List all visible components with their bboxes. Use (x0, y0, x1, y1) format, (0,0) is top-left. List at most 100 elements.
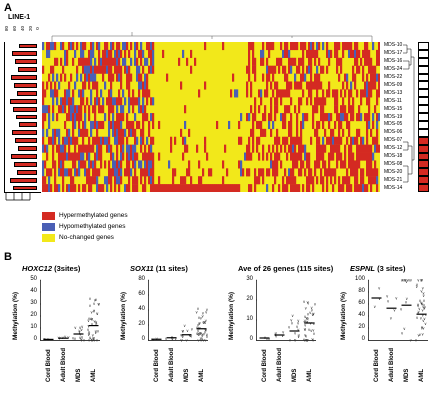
heatmap-cell (118, 176, 121, 185)
data-point: ∨ (80, 327, 83, 332)
heatmap-cell (128, 128, 131, 137)
heatmap-cell (338, 120, 341, 130)
heatmap-cell (282, 176, 285, 185)
heatmap-cell (286, 49, 289, 58)
heatmap-cell (364, 144, 367, 153)
heatmap-cell (118, 89, 121, 98)
heatmap-cell (372, 73, 375, 82)
heatmap-cell (122, 113, 125, 122)
heatmap-cell (180, 128, 183, 137)
heatmap-cell (128, 168, 131, 177)
heatmap-cell (228, 184, 231, 192)
heatmap-cell (46, 168, 49, 177)
heatmap-cell (246, 152, 249, 161)
data-point: ∨ (305, 315, 308, 320)
heatmap-cell (140, 81, 143, 90)
heatmap-cell (150, 176, 153, 185)
data-point: ∨ (422, 293, 425, 298)
heatmap-cell (140, 168, 143, 177)
heatmap-cell (140, 73, 143, 82)
heatmap-cell (306, 49, 309, 58)
heatmap-cell (66, 184, 69, 192)
data-point: ∨ (185, 338, 188, 343)
heatmap-cell (378, 113, 380, 122)
x-group-label: Adult Blood (388, 348, 395, 382)
heatmap-cell (360, 168, 363, 177)
data-point: ∨ (90, 317, 93, 322)
data-point: ∨ (378, 285, 381, 290)
heatmap-cell (78, 120, 81, 130)
heatmap-cell (368, 152, 371, 161)
heatmap-cell (340, 105, 343, 114)
data-point: ∨ (404, 278, 407, 283)
x-group-label: MDS (75, 368, 82, 382)
heatmap-cell (302, 89, 305, 98)
line1-bar (11, 75, 37, 80)
cimp-status-cell (418, 105, 429, 114)
heatmap-cell (98, 49, 101, 58)
heatmap-cell (342, 128, 345, 137)
heatmap-cell (364, 42, 367, 51)
heatmap-cell (94, 81, 97, 90)
heatmap-cell (82, 136, 85, 145)
heatmap-cell (126, 160, 129, 169)
data-point: ∨ (306, 312, 309, 317)
heatmap-cell (312, 81, 315, 90)
x-group-label: AML (198, 369, 205, 382)
heatmap-cell (70, 42, 73, 51)
heatmap-cell (44, 144, 47, 153)
heatmap-cell (354, 81, 357, 90)
heatmap-cell (136, 57, 139, 66)
heatmap-cell (336, 160, 339, 169)
heatmap-cell (58, 81, 61, 90)
heatmap-cell (100, 120, 103, 130)
data-point: ∨ (198, 325, 201, 330)
heatmap-cell (134, 136, 137, 145)
heatmap-cell (74, 160, 77, 169)
y-tick-label: 80 (138, 276, 145, 282)
heatmap-cell (276, 128, 279, 137)
heatmap-cell (342, 184, 345, 192)
heatmap-cell (300, 152, 303, 161)
heatmap-cell (286, 42, 289, 51)
y-tick-label: 40 (358, 312, 365, 318)
heatmap-cell (250, 89, 253, 98)
heatmap-cell (62, 97, 65, 106)
line1-tick: 40 (20, 25, 26, 32)
heatmap-cell (306, 113, 309, 122)
heatmap-cell (178, 184, 181, 192)
heatmap-cell (68, 152, 71, 161)
data-point: ∨ (79, 335, 82, 340)
heatmap-cell (296, 160, 299, 169)
heatmap-cell (42, 136, 45, 145)
heatmap-cell (112, 73, 115, 82)
data-point: ∨ (180, 332, 183, 337)
heatmap-cell (310, 176, 313, 185)
data-point: ∨ (306, 338, 309, 343)
heatmap-cell (54, 184, 57, 192)
heatmap-cell (334, 97, 337, 106)
heatmap-cell (298, 184, 301, 192)
heatmap-cell (348, 105, 351, 114)
heatmap-cell (316, 65, 319, 74)
heatmap-cell (372, 176, 375, 185)
heatmap-cell (130, 97, 133, 106)
data-point: ∨ (89, 316, 92, 321)
heatmap-cell (126, 65, 129, 74)
heatmap-cell (74, 168, 77, 177)
data-point: ∨ (312, 338, 315, 343)
heatmap-cell (362, 184, 365, 192)
heatmap-cell (92, 81, 95, 90)
heatmap-cell (252, 128, 255, 137)
data-point: ∨ (202, 331, 205, 336)
heatmap-cell (90, 57, 93, 66)
heatmap-cell (76, 73, 79, 82)
heatmap-cell (252, 65, 255, 74)
heatmap-cell (368, 105, 371, 114)
heatmap-cell (54, 128, 57, 137)
heatmap-cell (82, 49, 85, 58)
heatmap-cell (104, 113, 107, 122)
heatmap-cell (272, 65, 275, 74)
heatmap-cell (306, 176, 309, 185)
data-point: ∨ (420, 278, 423, 283)
